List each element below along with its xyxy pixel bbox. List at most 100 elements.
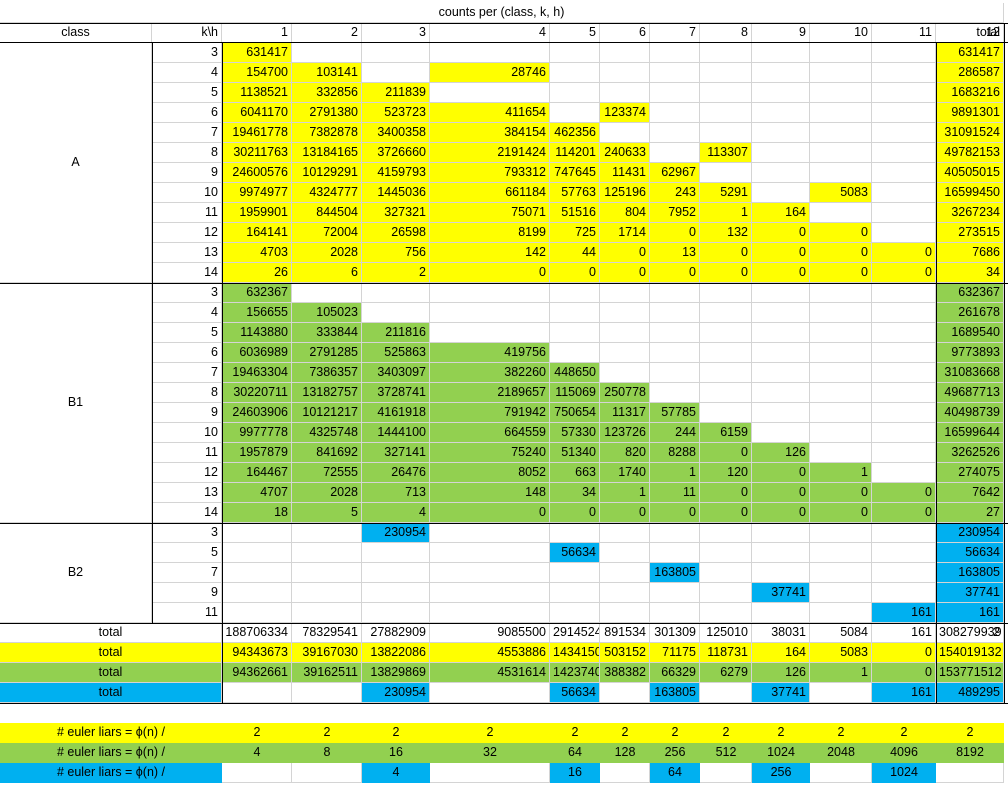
count-cell[interactable]: 1	[650, 463, 700, 483]
count-cell[interactable]: 664559	[430, 423, 550, 443]
count-cell[interactable]	[700, 343, 752, 363]
k-value[interactable]: 6	[152, 103, 222, 123]
h-header-9[interactable]: 9	[752, 23, 810, 43]
row-total[interactable]: 16599450	[936, 183, 1004, 203]
count-cell[interactable]: 1957879	[222, 443, 292, 463]
count-cell[interactable]	[430, 283, 550, 303]
k-value[interactable]: 12	[152, 463, 222, 483]
count-cell[interactable]: 756	[362, 243, 430, 263]
k-value[interactable]: 7	[152, 363, 222, 383]
k-value[interactable]: 4	[152, 63, 222, 83]
table-title[interactable]: counts per (class, k, h)	[0, 3, 1004, 23]
count-cell[interactable]	[810, 123, 872, 143]
count-cell[interactable]: 332856	[292, 83, 362, 103]
row-total[interactable]: 49687713	[936, 383, 1004, 403]
count-cell[interactable]	[700, 363, 752, 383]
count-cell[interactable]	[430, 563, 550, 583]
k-value[interactable]: 12	[152, 223, 222, 243]
count-cell[interactable]: 0	[600, 263, 650, 283]
row-total[interactable]: 7642	[936, 483, 1004, 503]
count-cell[interactable]	[362, 303, 430, 323]
k-value[interactable]: 9	[152, 163, 222, 183]
count-cell[interactable]: 154700	[222, 63, 292, 83]
count-cell[interactable]	[700, 123, 752, 143]
count-cell[interactable]: 2791380	[292, 103, 362, 123]
row-total[interactable]: 49782153	[936, 143, 1004, 163]
count-cell[interactable]: 26476	[362, 463, 430, 483]
count-cell[interactable]	[752, 163, 810, 183]
count-cell[interactable]: 713	[362, 483, 430, 503]
euler-liars-label[interactable]: # euler liars = ϕ(n) /	[0, 723, 222, 743]
count-cell[interactable]: 24600576	[222, 163, 292, 183]
count-cell[interactable]: 0	[700, 263, 752, 283]
count-cell[interactable]	[752, 123, 810, 143]
row-total[interactable]: 273515	[936, 223, 1004, 243]
total-cell[interactable]	[600, 683, 650, 703]
total-cell[interactable]: 66329	[650, 663, 700, 683]
euler-liars-value[interactable]: 8192	[936, 743, 1004, 763]
count-cell[interactable]	[872, 323, 936, 343]
count-cell[interactable]	[700, 583, 752, 603]
euler-liars-value[interactable]: 2	[650, 723, 700, 743]
h-header-3[interactable]: 3	[362, 23, 430, 43]
count-cell[interactable]: 28746	[430, 63, 550, 83]
count-cell[interactable]	[600, 43, 650, 63]
totals-label[interactable]: total	[0, 643, 222, 663]
count-cell[interactable]: 4	[362, 503, 430, 523]
count-cell[interactable]	[430, 523, 550, 543]
h-header-7[interactable]: 7	[650, 23, 700, 43]
count-cell[interactable]: 56634	[550, 543, 600, 563]
k-value[interactable]: 14	[152, 503, 222, 523]
euler-liars-value[interactable]	[600, 763, 650, 783]
count-cell[interactable]: 211839	[362, 83, 430, 103]
count-cell[interactable]: 11431	[600, 163, 650, 183]
count-cell[interactable]: 0	[872, 243, 936, 263]
count-cell[interactable]	[600, 343, 650, 363]
euler-liars-value[interactable]: 1024	[752, 743, 810, 763]
count-cell[interactable]	[292, 603, 362, 623]
total-cell[interactable]	[810, 683, 872, 703]
count-cell[interactable]	[752, 103, 810, 123]
count-cell[interactable]	[650, 43, 700, 63]
count-cell[interactable]	[650, 303, 700, 323]
total-cell[interactable]: 94362661	[222, 663, 292, 683]
count-cell[interactable]: 3400358	[362, 123, 430, 143]
count-cell[interactable]	[752, 403, 810, 423]
count-cell[interactable]: 2028	[292, 243, 362, 263]
count-cell[interactable]	[292, 283, 362, 303]
total-cell[interactable]: 125010	[700, 623, 752, 643]
count-cell[interactable]	[872, 143, 936, 163]
count-cell[interactable]	[810, 563, 872, 583]
h-header-11[interactable]: 11	[872, 23, 936, 43]
count-cell[interactable]	[752, 603, 810, 623]
euler-liars-value[interactable]: 64	[550, 743, 600, 763]
k-value[interactable]: 7	[152, 563, 222, 583]
count-cell[interactable]	[872, 123, 936, 143]
total-cell[interactable]: 6279	[700, 663, 752, 683]
total-cell[interactable]: 13829869	[362, 663, 430, 683]
count-cell[interactable]	[550, 583, 600, 603]
h-header-8[interactable]: 8	[700, 23, 752, 43]
count-cell[interactable]: 62967	[650, 163, 700, 183]
count-cell[interactable]	[872, 203, 936, 223]
row-total[interactable]: 40505015	[936, 163, 1004, 183]
count-cell[interactable]: 844504	[292, 203, 362, 223]
euler-liars-value[interactable]: 2	[292, 723, 362, 743]
row-total[interactable]: 286587	[936, 63, 1004, 83]
count-cell[interactable]	[752, 63, 810, 83]
count-cell[interactable]	[430, 303, 550, 323]
h-header-1[interactable]: 1	[222, 23, 292, 43]
count-cell[interactable]: 0	[752, 223, 810, 243]
count-cell[interactable]	[752, 343, 810, 363]
count-cell[interactable]: 448650	[550, 363, 600, 383]
total-cell[interactable]: 161	[872, 623, 936, 643]
count-cell[interactable]: 13	[650, 243, 700, 263]
count-cell[interactable]: 5291	[700, 183, 752, 203]
count-cell[interactable]	[550, 83, 600, 103]
count-cell[interactable]	[810, 283, 872, 303]
count-cell[interactable]	[650, 383, 700, 403]
count-cell[interactable]	[650, 83, 700, 103]
count-cell[interactable]: 250778	[600, 383, 650, 403]
count-cell[interactable]	[430, 603, 550, 623]
count-cell[interactable]	[550, 563, 600, 583]
